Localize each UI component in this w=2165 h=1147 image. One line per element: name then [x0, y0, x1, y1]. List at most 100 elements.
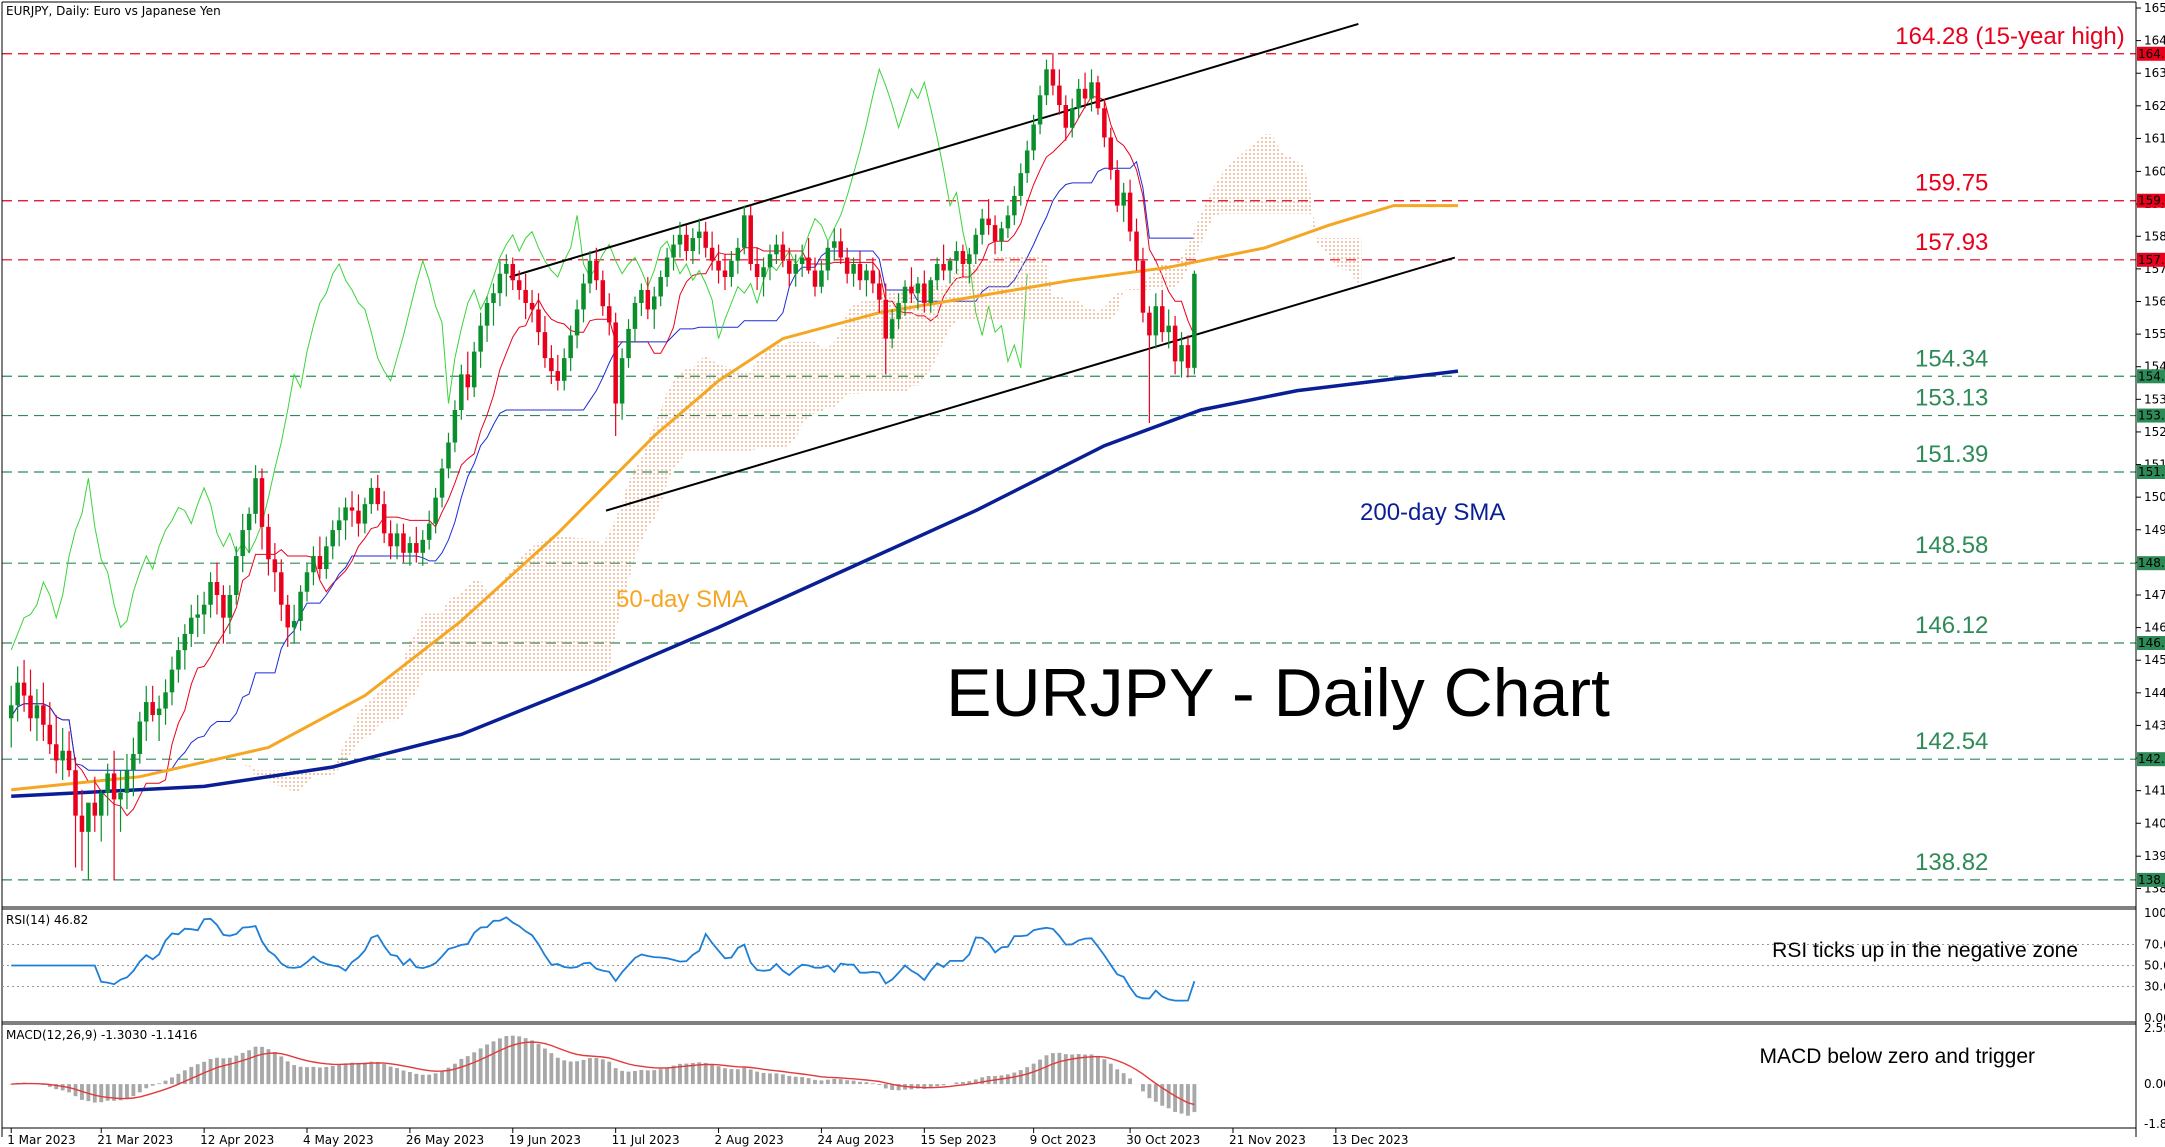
moving-averages — [11, 204, 1459, 798]
candle-body — [883, 299, 888, 339]
candle-body — [819, 270, 824, 287]
level-label: 142.54 — [1915, 728, 1988, 755]
candle-body — [626, 328, 631, 359]
candle-body — [1063, 105, 1069, 128]
candle-body — [877, 283, 882, 300]
macd-bar — [652, 1070, 657, 1085]
macd-bar — [395, 1068, 399, 1085]
macd-bar — [1102, 1059, 1107, 1085]
price-tick-label: 153.630 — [2144, 392, 2165, 406]
macd-bar — [588, 1058, 592, 1085]
candle-body — [864, 270, 869, 281]
candle-body — [1005, 215, 1011, 229]
macd-bar — [755, 1071, 760, 1085]
level-label: 148.58 — [1915, 532, 1988, 559]
macd-bar — [658, 1069, 663, 1085]
candle-body — [973, 234, 979, 255]
candle-body — [664, 257, 670, 277]
candle-body — [111, 773, 117, 800]
price-tick-label: 152.625 — [2144, 425, 2165, 439]
time-tick-label: 21 Mar 2023 — [97, 1133, 173, 1147]
candle-body — [851, 264, 856, 274]
macd-bar — [1044, 1055, 1049, 1085]
rsi-tick-label: 50.00 — [2144, 959, 2165, 973]
macd-bar — [170, 1077, 174, 1085]
candle-body — [516, 280, 522, 290]
candle-body — [600, 280, 606, 307]
macd-bar — [478, 1048, 483, 1085]
macd-bar — [941, 1084, 946, 1086]
price-axis: 165.690 164.685 163.680 162.675 161.670 160.6… — [2136, 1, 2165, 895]
candle-body — [979, 218, 985, 235]
candle-body — [915, 283, 921, 294]
macd-bar — [735, 1069, 740, 1085]
candle-body — [336, 520, 342, 531]
macd-bar — [427, 1074, 432, 1085]
candle-body — [735, 247, 741, 261]
macd-bar — [838, 1079, 843, 1085]
macd-bar — [292, 1065, 297, 1085]
candle-body — [176, 650, 181, 670]
macd-bar — [350, 1062, 354, 1085]
price-tick-label: 162.675 — [2144, 99, 2165, 113]
candle-body — [922, 283, 927, 303]
candle-body — [1076, 88, 1081, 109]
candlesticks — [8, 53, 1197, 881]
candle-body — [1024, 150, 1030, 174]
candle-body — [131, 753, 136, 771]
price-tick-label: 165.690 — [2144, 1, 2165, 15]
macd-bar — [47, 1084, 52, 1087]
macd-bar — [1153, 1084, 1158, 1102]
candle-body — [1108, 137, 1114, 170]
candle-body — [41, 705, 46, 725]
macd-bar — [954, 1082, 959, 1085]
level-label: 164.28 (15-year high) — [1895, 23, 2124, 50]
macd-bar — [92, 1084, 97, 1103]
candle-body — [324, 546, 329, 570]
macd-bar — [1005, 1074, 1010, 1085]
candle-body — [793, 264, 798, 274]
candle-body — [1114, 169, 1120, 206]
macd-bar — [523, 1038, 528, 1085]
candle-body — [581, 283, 586, 310]
macd-bar — [1050, 1053, 1055, 1085]
candle-body — [1121, 192, 1126, 206]
candle-body — [304, 572, 310, 592]
macd-bar — [575, 1061, 580, 1085]
level-tag — [2137, 556, 2165, 571]
macd-bar — [825, 1079, 830, 1085]
candle-body — [491, 293, 496, 303]
macd-bar — [870, 1083, 875, 1085]
candle-body — [889, 319, 895, 339]
macd-bar — [562, 1060, 567, 1085]
candle-body — [86, 802, 91, 832]
macd-bar — [1038, 1059, 1042, 1085]
macd-bar — [607, 1061, 612, 1085]
macd-bar — [1141, 1084, 1145, 1092]
candle-body — [53, 744, 59, 761]
macd-bar — [613, 1068, 618, 1085]
candle-body — [266, 526, 271, 560]
macd-bar — [536, 1043, 541, 1085]
price-tick-label: 161.670 — [2144, 131, 2165, 145]
macd-bar — [549, 1053, 554, 1085]
candle-body — [98, 792, 104, 816]
macd-bar — [298, 1066, 303, 1085]
price-tick-label: 150.615 — [2144, 490, 2165, 504]
macd-bar — [137, 1084, 142, 1093]
time-tick-label: 19 Jun 2023 — [509, 1133, 581, 1147]
candle-body — [375, 487, 380, 505]
macd-bar — [1121, 1073, 1126, 1085]
macd-bar — [311, 1066, 316, 1085]
price-tick-label: 156.645 — [2144, 294, 2165, 308]
macd-bar — [703, 1062, 708, 1085]
candle-body — [767, 254, 773, 268]
price-tick-label: 160.655 — [2144, 164, 2165, 178]
macd-bar — [530, 1040, 534, 1085]
macd-bar — [896, 1084, 901, 1091]
macd-bar — [973, 1079, 978, 1085]
candle-body — [1057, 85, 1062, 106]
macd-bar — [645, 1070, 650, 1085]
level-labels: 164.28 (15-year high) 159.75 157.93 154.34 1… — [1895, 23, 2124, 876]
candle-body — [934, 264, 940, 281]
